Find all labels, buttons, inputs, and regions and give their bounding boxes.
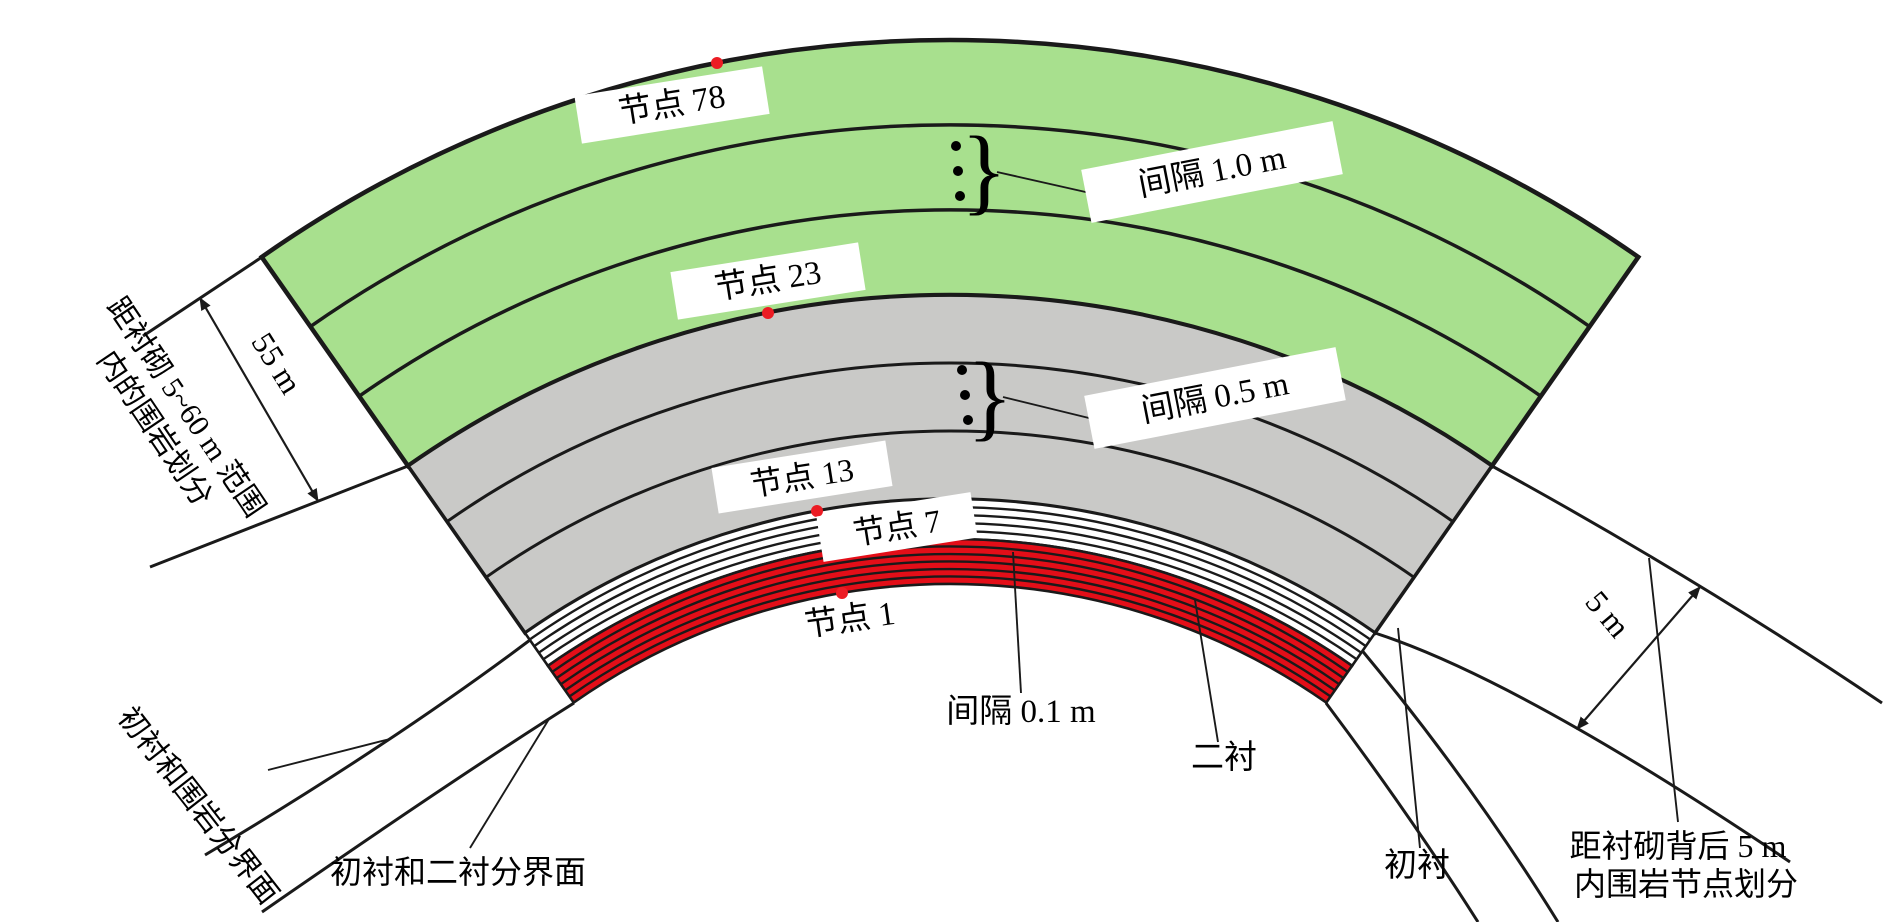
green-gray-boundary-extension-line: [149, 464, 409, 569]
interval-05m-brace-group: }: [957, 343, 1094, 450]
red-zone-arc-1: [551, 545, 1349, 673]
secondary-lining-text: 二衬: [1191, 739, 1257, 776]
red-zone-arc-5: [568, 575, 1332, 698]
label-box: [711, 440, 893, 514]
red-zone-arc-4: [564, 567, 1336, 692]
rock-primary-interface-arc-right: [1358, 647, 1560, 922]
ellipsis-dot: [957, 365, 967, 375]
brace-glyph: }: [967, 343, 1013, 450]
interval-1m-brace-group: }: [951, 117, 1091, 224]
leader-rock-primary-interface: [267, 738, 391, 771]
leader-interval-01m: [1012, 551, 1022, 694]
rock-primary-interface-arc-left: [204, 638, 531, 857]
node-78-label: 节点 78: [574, 66, 770, 144]
node-13-label: 节点 13: [711, 440, 893, 514]
leader-rock-nodes-note: [1648, 557, 1679, 823]
rock-primary-interface-label: 初衬和围岩分界面: [111, 701, 285, 910]
red-zone-arc-2: [555, 552, 1345, 680]
ellipsis-dot: [953, 166, 963, 176]
gray-zone-arc-2: [485, 429, 1415, 579]
primary-secondary-interface-arc-right: [1324, 702, 1480, 922]
brace-glyph: }: [961, 117, 1007, 224]
node-1-dot: [836, 587, 848, 599]
primary-lining-label: 初衬: [1384, 847, 1450, 884]
rock-nodes-line2: 内围岩节点划分: [1574, 866, 1798, 902]
rock-nodes-line1: 距衬砌背后 5 m: [1570, 828, 1787, 864]
dimension-arrow-5m: [1576, 586, 1701, 730]
interval-01m-text: 间隔 0.1 m: [946, 694, 1096, 730]
leader-primary-secondary-interface: [469, 718, 550, 849]
ellipsis-dot: [955, 191, 965, 201]
green-zone-arc-2: [358, 208, 1542, 398]
node-23-label: 节点 23: [670, 242, 866, 320]
dim-55m-text: 55 m: [245, 326, 310, 400]
label-box: [670, 242, 866, 320]
rock-primary-interface-text: 初衬和围岩分界面: [111, 701, 285, 910]
gray-zone-arc-1: [446, 361, 1454, 523]
node-7-label: 节点 7: [816, 492, 978, 562]
ellipsis-dot: [963, 415, 973, 425]
label-box: [1084, 347, 1346, 449]
ellipsis-dot: [960, 390, 970, 400]
node-78-dot: [711, 57, 723, 69]
interval-01m-label: 间隔 0.1 m: [946, 694, 1096, 730]
rock-nodes-note: 距衬砌背后 5 m 内围岩节点划分: [1570, 828, 1798, 902]
brace-connector-05m: [1002, 396, 1094, 420]
primary-secondary-interface-text: 初衬和二衬分界面: [330, 854, 586, 890]
node-1-text: 节点 1: [803, 596, 898, 644]
outer-boundary-extension-line: [142, 255, 263, 338]
node-23-dot: [762, 307, 774, 319]
gray-stripe-boundary-extension-arc-right: [1374, 631, 1791, 864]
interval-1m-label: 间隔 1.0 m: [1081, 121, 1343, 223]
leader-secondary-lining: [1194, 599, 1219, 743]
dim-5m-text: 5 m: [1578, 584, 1637, 645]
secondary-lining-label: 二衬: [1191, 739, 1257, 776]
primary-lining-text: 初衬: [1384, 847, 1450, 884]
node-1-label: 节点 1: [803, 596, 898, 644]
ellipsis-dot: [951, 141, 961, 151]
node-13-dot: [811, 505, 823, 517]
label-box: [1081, 121, 1343, 223]
primary-secondary-interface-label: 初衬和二衬分界面: [330, 854, 586, 890]
dimension-arrow-55m: [199, 297, 319, 502]
green-gray-boundary-extension-arc-right: [1491, 464, 1883, 705]
dim-55m-label: 55 m: [245, 326, 310, 400]
primary-secondary-interface-arc-left: [261, 701, 575, 914]
green-zone-arc-1: [309, 123, 1591, 329]
dim-5m-label: 5 m: [1578, 584, 1637, 645]
label-box: [816, 492, 978, 562]
rock-range-note: 距衬砌 5~60 m 范围 内的围岩划分: [90, 292, 271, 524]
brace-connector-1m: [996, 171, 1091, 194]
red-zone-arc-3: [560, 560, 1340, 686]
label-box: [574, 66, 770, 144]
leader-primary-lining: [1397, 627, 1421, 849]
